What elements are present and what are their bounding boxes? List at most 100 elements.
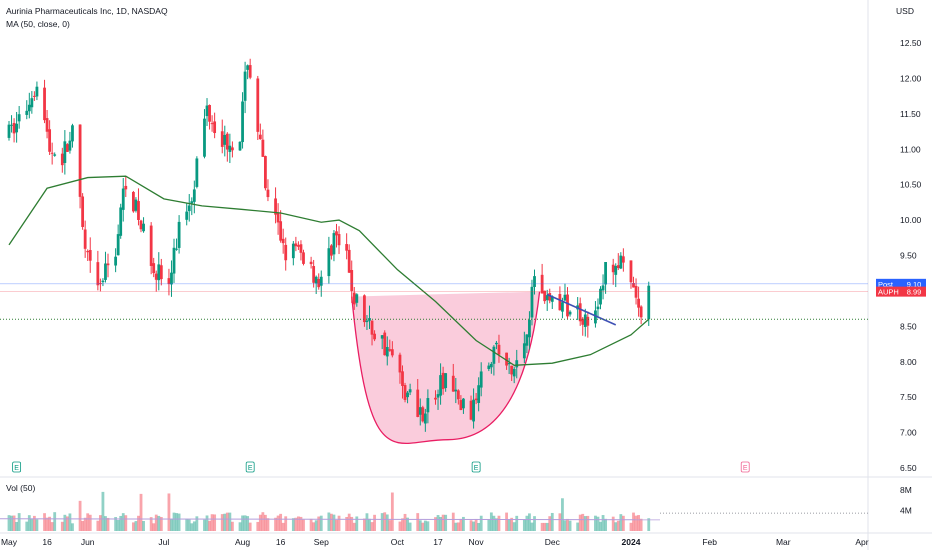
candle-body[interactable]	[167, 278, 171, 285]
candle-body[interactable]	[543, 290, 547, 302]
candle-body[interactable]	[203, 118, 206, 157]
candle-body[interactable]	[510, 365, 514, 375]
candle-body[interactable]	[149, 225, 153, 266]
ma50-line[interactable]	[8, 175, 650, 366]
candle-body[interactable]	[210, 123, 214, 125]
candle-body[interactable]	[177, 221, 181, 248]
candle-body[interactable]	[629, 260, 633, 283]
candle-body[interactable]	[345, 244, 349, 251]
candle-body[interactable]	[299, 244, 303, 253]
candle-body[interactable]	[406, 392, 409, 398]
candle-body[interactable]	[561, 302, 564, 312]
candle-body[interactable]	[30, 98, 34, 108]
candle-body[interactable]	[614, 265, 618, 275]
candle-body[interactable]	[258, 134, 262, 140]
candle-body[interactable]	[604, 261, 607, 285]
candle-body[interactable]	[284, 244, 288, 261]
candle-body[interactable]	[50, 152, 54, 154]
candle-body[interactable]	[213, 121, 217, 134]
candle-body[interactable]	[327, 248, 331, 277]
candle-body[interactable]	[355, 294, 359, 303]
candle-body[interactable]	[401, 371, 404, 386]
indicator-label[interactable]: MA (50, close, 0)	[6, 19, 70, 29]
trendline[interactable]	[546, 293, 617, 326]
candle-body[interactable]	[495, 342, 498, 345]
candle-body[interactable]	[459, 400, 463, 411]
candle-body[interactable]	[195, 158, 199, 187]
candle-body[interactable]	[317, 278, 321, 288]
candle-body[interactable]	[119, 207, 123, 236]
candle-body[interactable]	[190, 201, 194, 204]
candle-body[interactable]	[220, 131, 224, 147]
candle-body[interactable]	[12, 122, 16, 134]
candle-body[interactable]	[192, 189, 196, 202]
candle-body[interactable]	[172, 247, 176, 274]
candle-body[interactable]	[456, 390, 460, 400]
candle-body[interactable]	[68, 140, 72, 151]
candle-body[interactable]	[472, 399, 475, 422]
candle-body[interactable]	[586, 316, 590, 326]
candle-body[interactable]	[601, 285, 605, 291]
candle-body[interactable]	[439, 375, 442, 396]
candle-body[interactable]	[302, 252, 305, 264]
candle-body[interactable]	[279, 221, 283, 241]
candle-body[interactable]	[616, 265, 620, 269]
candle-body[interactable]	[637, 298, 640, 308]
earnings-marker[interactable]: E	[471, 461, 481, 473]
candle-body[interactable]	[594, 310, 597, 324]
candle-body[interactable]	[550, 296, 554, 302]
candle-body[interactable]	[489, 363, 493, 368]
candle-body[interactable]	[281, 238, 285, 244]
candle-body[interactable]	[581, 318, 585, 325]
candle-body[interactable]	[134, 199, 138, 211]
candle-body[interactable]	[611, 264, 615, 273]
candles[interactable]	[7, 58, 651, 432]
candle-body[interactable]	[596, 306, 600, 310]
candle-body[interactable]	[32, 95, 36, 97]
candle-body[interactable]	[434, 397, 437, 400]
candle-body[interactable]	[297, 245, 300, 247]
candle-body[interactable]	[479, 371, 483, 388]
candle-body[interactable]	[314, 276, 318, 284]
candle-body[interactable]	[583, 314, 587, 327]
candle-body[interactable]	[256, 78, 260, 132]
candle-body[interactable]	[48, 129, 52, 152]
cup-pattern-curve[interactable]	[351, 291, 541, 445]
candle-body[interactable]	[558, 294, 562, 311]
candle-body[interactable]	[380, 335, 384, 339]
candle-body[interactable]	[352, 292, 356, 305]
earnings-marker[interactable]: E	[740, 461, 750, 473]
candle-body[interactable]	[474, 398, 478, 401]
earnings-marker[interactable]: E	[12, 461, 22, 473]
candle-body[interactable]	[408, 389, 412, 393]
candle-body[interactable]	[462, 398, 465, 409]
volume-bars[interactable]	[7, 491, 651, 531]
candle-body[interactable]	[225, 133, 229, 150]
candle-body[interactable]	[545, 295, 549, 301]
candle-body[interactable]	[114, 256, 118, 266]
candle-body[interactable]	[86, 251, 90, 253]
candle-body[interactable]	[647, 285, 651, 320]
candle-body[interactable]	[515, 360, 519, 368]
candle-body[interactable]	[7, 124, 11, 138]
candle-body[interactable]	[312, 266, 316, 283]
candle-body[interactable]	[71, 125, 74, 142]
candle-body[interactable]	[60, 153, 64, 166]
candle-body[interactable]	[104, 263, 107, 280]
candle-body[interactable]	[370, 320, 374, 335]
candle-body[interactable]	[10, 124, 13, 126]
candle-body[interactable]	[53, 154, 57, 156]
candle-body[interactable]	[365, 320, 369, 323]
candle-body[interactable]	[264, 156, 267, 189]
candle-body[interactable]	[261, 139, 265, 157]
candle-body[interactable]	[223, 134, 227, 145]
candle-body[interactable]	[578, 303, 582, 322]
candle-body[interactable]	[487, 365, 491, 369]
candle-body[interactable]	[139, 220, 143, 230]
candle-body[interactable]	[15, 123, 19, 133]
candle-body[interactable]	[451, 375, 455, 392]
candle-body[interactable]	[373, 333, 376, 340]
candle-body[interactable]	[152, 263, 156, 274]
candle-body[interactable]	[159, 265, 163, 280]
candle-body[interactable]	[243, 71, 247, 101]
